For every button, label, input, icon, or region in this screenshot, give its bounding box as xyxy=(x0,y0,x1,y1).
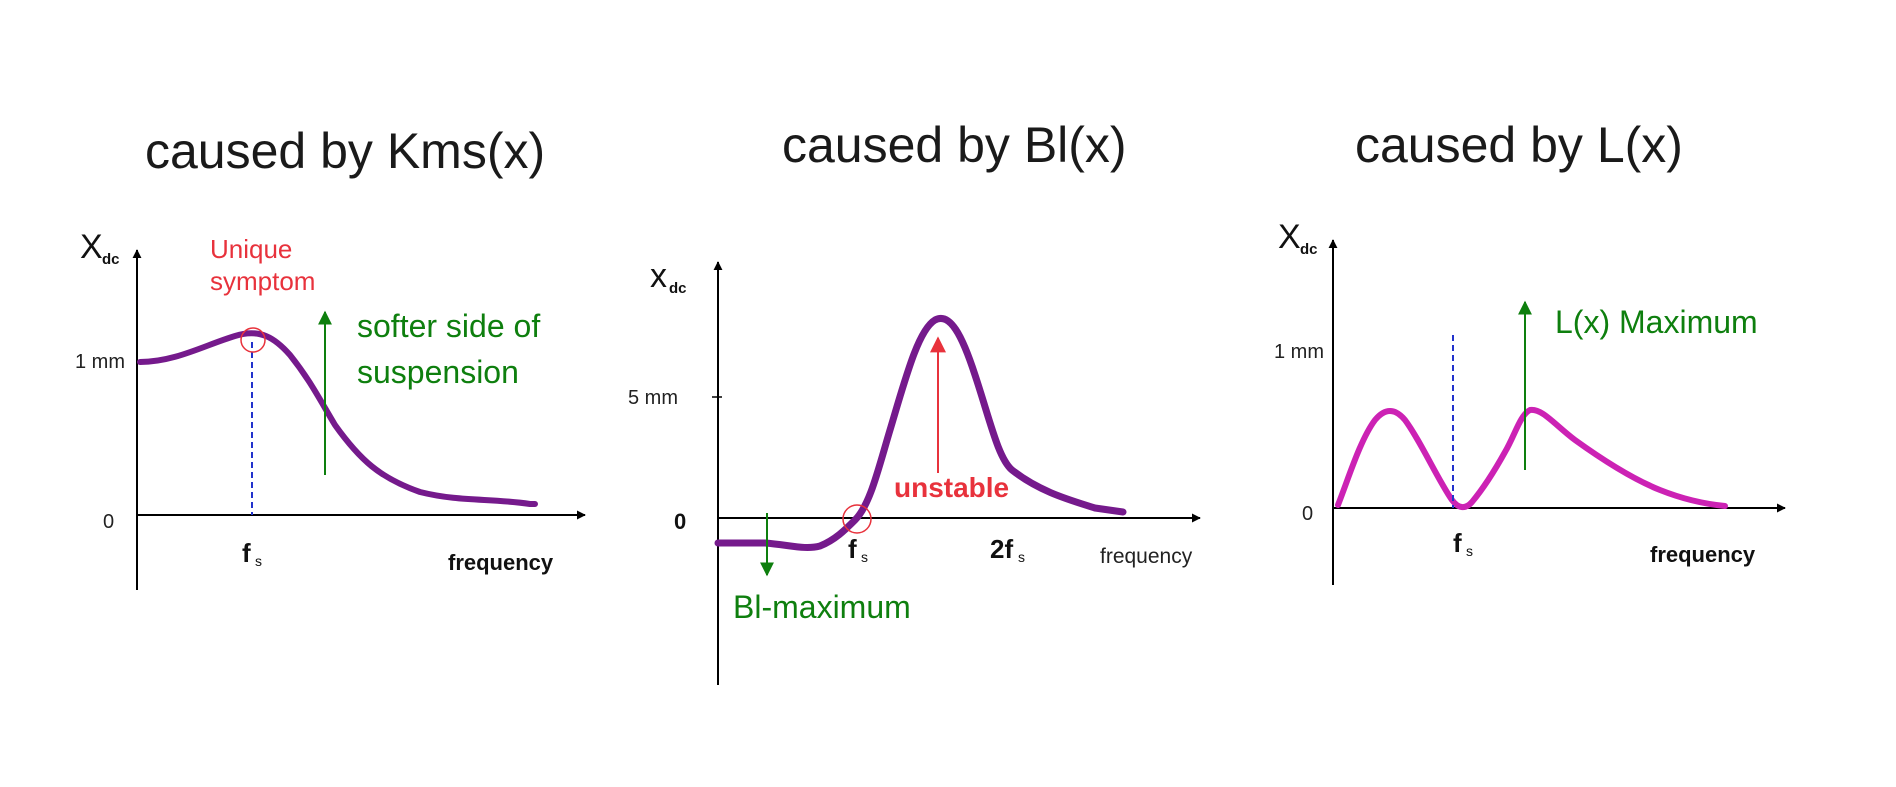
fs-label: f xyxy=(848,534,857,564)
panel-l-title: caused by L(x) xyxy=(1355,117,1683,173)
panel-l: caused by L(x) X dc 1 mm 0 L(x) Maximum … xyxy=(1274,117,1786,585)
annotation-softer-side: softer side of xyxy=(357,308,540,344)
fs-label: f xyxy=(1453,528,1462,558)
x-axis-label: frequency xyxy=(1650,542,1756,567)
fs-subscript: s xyxy=(255,553,262,569)
unique-symptom-marker xyxy=(240,327,266,353)
response-curve xyxy=(1335,406,1728,510)
response-curve xyxy=(137,330,538,507)
fs-subscript: s xyxy=(1466,543,1473,559)
y-axis-subscript: dc xyxy=(669,280,687,297)
x-axis-label: frequency xyxy=(1100,545,1193,568)
y-axis-symbol: X xyxy=(80,228,103,266)
y-axis-symbol: x xyxy=(650,257,667,295)
fs-subscript: s xyxy=(861,549,868,565)
annotation-suspension: suspension xyxy=(357,354,519,390)
fs-marker xyxy=(842,504,872,534)
annotation-unique: Unique xyxy=(210,234,292,264)
tick-zero: 0 xyxy=(674,509,686,534)
tick-zero: 0 xyxy=(103,511,114,533)
tick-1mm: 1 mm xyxy=(1274,341,1324,363)
2fs-label: 2f xyxy=(990,534,1013,564)
panel-kms-title: caused by Kms(x) xyxy=(145,123,545,179)
tick-zero: 0 xyxy=(1302,503,1313,525)
tick-1mm: 1 mm xyxy=(75,351,125,373)
y-axis-subscript: dc xyxy=(1300,241,1318,258)
annotation-symptom: symptom xyxy=(210,266,315,296)
panel-kms: caused by Kms(x) X dc 1 mm 0 f s frequen… xyxy=(75,123,586,590)
annotation-unstable: unstable xyxy=(894,472,1009,503)
panel-bl: caused by Bl(x) x dc 5 mm 0 unstable Bl-… xyxy=(628,117,1201,685)
annotation-l-maximum: L(x) Maximum xyxy=(1555,304,1758,340)
annotation-bl-maximum: Bl-maximum xyxy=(733,589,911,625)
fs-label: f xyxy=(242,538,251,568)
x-axis-label: frequency xyxy=(448,550,554,575)
panel-bl-title: caused by Bl(x) xyxy=(782,117,1127,173)
2fs-subscript: s xyxy=(1018,549,1025,565)
tick-5mm: 5 mm xyxy=(628,387,678,409)
y-axis-subscript: dc xyxy=(102,251,120,268)
response-curve xyxy=(714,315,1127,551)
y-axis-symbol: X xyxy=(1278,218,1301,256)
